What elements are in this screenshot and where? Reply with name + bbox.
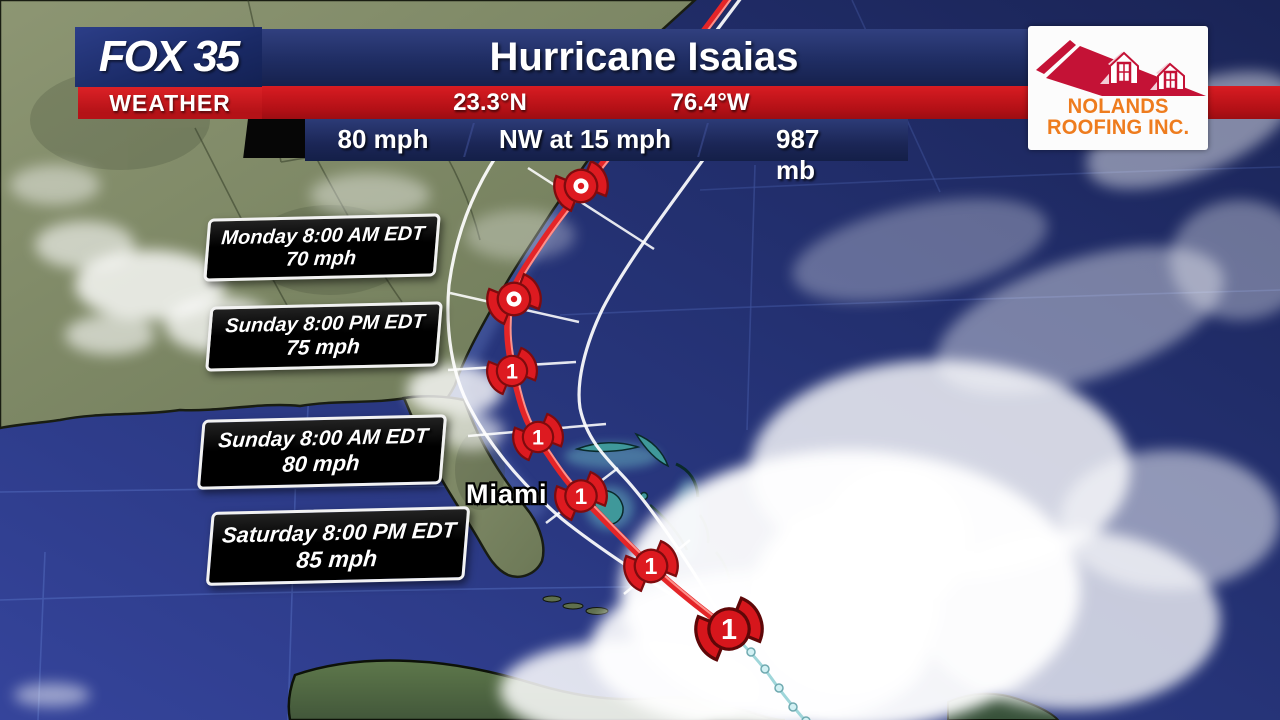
forecast-time: Monday 8:00 AM EDT: [220, 222, 426, 249]
forecast-label-sunday-am: Sunday 8:00 AM EDT 80 mph: [196, 414, 448, 490]
forecast-time: Sunday 8:00 AM EDT: [217, 424, 429, 453]
storm-stats-banner: 80 mph NW at 15 mph 987 mb: [305, 119, 908, 185]
hurricane-cloud-mass: [500, 42, 1280, 720]
category-number: 1: [506, 359, 518, 384]
station-name: FOX 35: [98, 32, 241, 81]
latitude-value: 23.3°N: [453, 89, 527, 116]
category-number: 1: [575, 484, 587, 509]
forecast-wind: 85 mph: [295, 544, 379, 573]
city-label-miami: Miami: [466, 479, 548, 509]
category-number: 1: [532, 425, 544, 450]
pressure-value: 987 mb: [776, 124, 820, 185]
forecast-time: Sunday 8:00 PM EDT: [224, 310, 426, 338]
forecast-label-saturday-pm: Saturday 8:00 PM EDT 85 mph: [205, 506, 471, 586]
stats-divider: [463, 123, 475, 157]
longitude-value: 76.4°W: [670, 89, 750, 116]
weather-label: WEATHER: [109, 89, 231, 116]
wind-speed-value: 80 mph: [337, 124, 429, 154]
tropical-storm-icon: [486, 272, 542, 326]
forecast-time: Saturday 8:00 PM EDT: [221, 516, 458, 548]
forecast-cone-boundary: [446, 0, 742, 633]
sponsor-name-line2: ROOFING INC.: [1046, 116, 1190, 140]
station-logo: FOX 35: [75, 27, 262, 87]
sponsor-name-line1: NOLANDS: [1067, 95, 1169, 118]
roof-logo-icon: [1036, 40, 1206, 96]
movement-value: NW at 15 mph: [499, 124, 671, 154]
florida-keys: [542, 595, 609, 615]
tropical-storm-icon: [553, 159, 609, 213]
forecast-wind: 80 mph: [281, 450, 361, 477]
station-weather-tag: WEATHER: [78, 87, 262, 119]
hurricane-current-position-icon: 1: [694, 596, 764, 662]
forecast-wind: 70 mph: [285, 246, 358, 271]
stats-divider: [697, 123, 709, 157]
category-number: 1: [721, 614, 737, 646]
hurricane-category1-icon: 1: [623, 539, 679, 593]
hurricane-category1-icon: 1: [554, 470, 608, 522]
category-number: 1: [645, 553, 658, 579]
forecast-label-sunday-pm: Sunday 8:00 PM EDT 75 mph: [205, 301, 443, 372]
headline-banner: Hurricane Isaias: [258, 29, 1030, 86]
forecast-label-monday-am: Monday 8:00 AM EDT 70 mph: [203, 213, 441, 282]
hurricane-category1-icon: 1: [512, 412, 564, 462]
sponsor-logo: NOLANDS ROOFING INC.: [1028, 26, 1208, 150]
forecast-wind: 75 mph: [285, 335, 361, 360]
hurricane-category1-icon: 1: [486, 346, 538, 396]
storm-title: Hurricane Isaias: [489, 35, 799, 79]
